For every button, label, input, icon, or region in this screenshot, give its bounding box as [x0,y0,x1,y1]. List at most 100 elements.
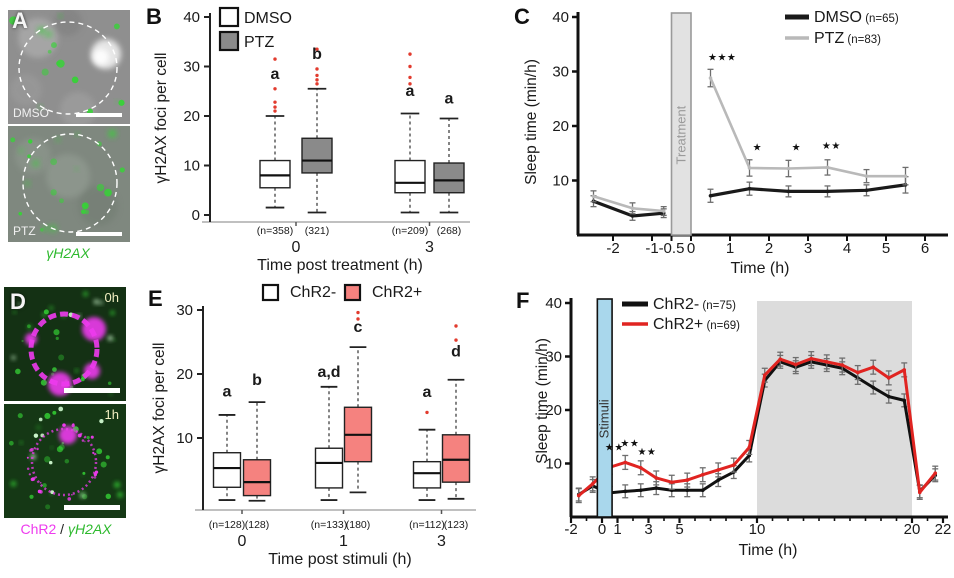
svg-text:30: 30 [183,59,200,76]
svg-text:(n=358): (n=358) [257,225,293,237]
svg-text:(n=128): (n=128) [209,519,245,531]
svg-text:30: 30 [552,64,569,81]
micrograph-dmso-label: DMSO [13,106,49,120]
svg-text:Time (h): Time (h) [731,260,790,277]
scale-bar [76,113,122,117]
svg-text:10: 10 [749,521,766,538]
svg-text:0: 0 [238,533,247,550]
svg-text:ChR2-: ChR2- [290,284,336,301]
panel-b-label: B [146,4,162,29]
svg-text:Sleep time (min/h): Sleep time (min/h) [534,338,551,464]
panel-f-label: F [516,288,530,313]
panel-e-label: E [148,286,163,311]
svg-text:4: 4 [843,240,851,257]
svg-text:(128): (128) [245,519,270,531]
chart-f-sleep-line: 10 20 30 40 Sleep time (min/h) -2 0 1 3 5 10 20 22 Ti… [530,283,954,573]
panel-d-label: D [10,289,26,314]
svg-text:d: d [451,344,461,361]
svg-text:ChR2+: ChR2+ [372,284,422,301]
svg-text:★★: ★★ [605,443,624,454]
svg-text:★★: ★★ [620,438,639,449]
svg-text:(n=112): (n=112) [409,519,445,531]
svg-text:0: 0 [192,207,200,224]
micrograph-1h-label: 1h [104,407,119,422]
svg-text:3: 3 [804,240,812,257]
svg-text:10: 10 [552,173,569,190]
svg-text:5: 5 [675,521,683,538]
svg-text:-2: -2 [606,240,619,257]
svg-text:(321): (321) [305,225,330,237]
svg-text:1: 1 [613,521,621,538]
svg-text:DMSO: DMSO [244,10,292,27]
svg-text:★★: ★★ [822,141,841,152]
svg-text:6: 6 [921,240,929,257]
svg-text:★: ★ [792,143,801,154]
svg-text:Time post stimuli (h): Time post stimuli (h) [268,551,411,568]
svg-text:★★: ★★ [637,447,656,458]
svg-text:(123): (123) [444,519,469,531]
svg-text:10: 10 [183,158,200,175]
svg-text:30: 30 [545,349,562,366]
panel-d: D 0h 1h ChR2 / γH2AX [2,283,136,573]
micrograph-0h: 0h [4,287,126,401]
micrograph-0h-label: 0h [104,290,119,305]
panel-a: A DMSO PTZ γH2AX [6,6,130,266]
svg-text:PTZ (n=83): PTZ (n=83) [814,30,881,47]
svg-text:Sleep time (min/h): Sleep time (min/h) [523,59,540,185]
svg-text:-1: -1 [645,240,658,257]
caption-sep: / [56,521,68,537]
svg-text:(180): (180) [346,519,371,531]
svg-text:0: 0 [598,521,606,538]
svg-text:Stimuli: Stimuli [597,399,612,438]
svg-text:a,d: a,d [317,364,340,381]
svg-text:-0.5: -0.5 [659,240,685,257]
micrograph-1h: 1h [4,404,126,518]
micrograph-ptz: PTZ [8,126,130,242]
scale-bar [76,232,122,236]
svg-text:20: 20 [904,521,921,538]
svg-text:DMSO (n=65): DMSO (n=65) [814,9,899,26]
svg-text:5: 5 [882,240,890,257]
svg-text:(n=133): (n=133) [311,519,347,531]
svg-text:Time (h): Time (h) [739,542,798,559]
svg-text:40: 40 [545,295,562,312]
svg-text:10: 10 [176,430,193,447]
svg-text:b: b [252,372,262,389]
svg-text:20: 20 [183,108,200,125]
svg-text:Treatment: Treatment [673,105,688,164]
chart-C-svg: 10 20 30 40 Sleep time (min/h) -2 -1 -0.5 0 1 2 3 4 5… [523,9,948,277]
svg-text:(n=209): (n=209) [392,225,428,237]
svg-text:2: 2 [765,240,773,257]
svg-text:c: c [354,319,363,336]
svg-text:a: a [423,384,432,401]
svg-text:3: 3 [644,521,652,538]
svg-text:a: a [445,91,454,108]
micrograph-dmso: DMSO [8,10,130,124]
svg-text:40: 40 [183,9,200,26]
svg-text:-2: -2 [564,521,577,538]
svg-text:γH2AX foci per cell: γH2AX foci per cell [153,53,170,184]
svg-text:30: 30 [176,302,193,319]
chart-F-svg: 10 20 30 40 Sleep time (min/h) -2 0 1 3 5 10 20 22 Ti… [534,295,952,559]
svg-text:a: a [406,83,415,100]
scale-bar [64,388,120,393]
svg-text:0: 0 [687,240,695,257]
panel-a-label: A [12,8,28,33]
chart-b-boxplot: 0 10 20 30 40 γH2AX foci per cell DMSO PTZ 0 a (n=… [140,0,474,283]
caption-h2ax: γH2AX [67,521,112,537]
svg-text:20: 20 [545,402,562,419]
svg-text:20: 20 [176,366,193,383]
svg-text:3: 3 [425,239,434,256]
micrograph-ptz-label: PTZ [13,224,36,238]
svg-text:10: 10 [545,456,562,473]
svg-text:ChR2- (n=75): ChR2- (n=75) [653,296,736,313]
svg-text:★: ★ [753,143,762,154]
panel-d-caption: ChR2 / γH2AX [2,521,130,537]
chart-e-boxplot: 10 20 30 γH2AX foci per cell ChR2- ChR2+ 0 a (n=… [140,283,480,573]
svg-text:22: 22 [935,521,952,538]
svg-text:PTZ: PTZ [244,34,274,51]
svg-text:b: b [312,46,322,63]
chart-B-svg: 0 10 20 30 40 γH2AX foci per cell DMSO PTZ 0 a (n=… [153,6,470,274]
svg-text:40: 40 [552,9,569,26]
